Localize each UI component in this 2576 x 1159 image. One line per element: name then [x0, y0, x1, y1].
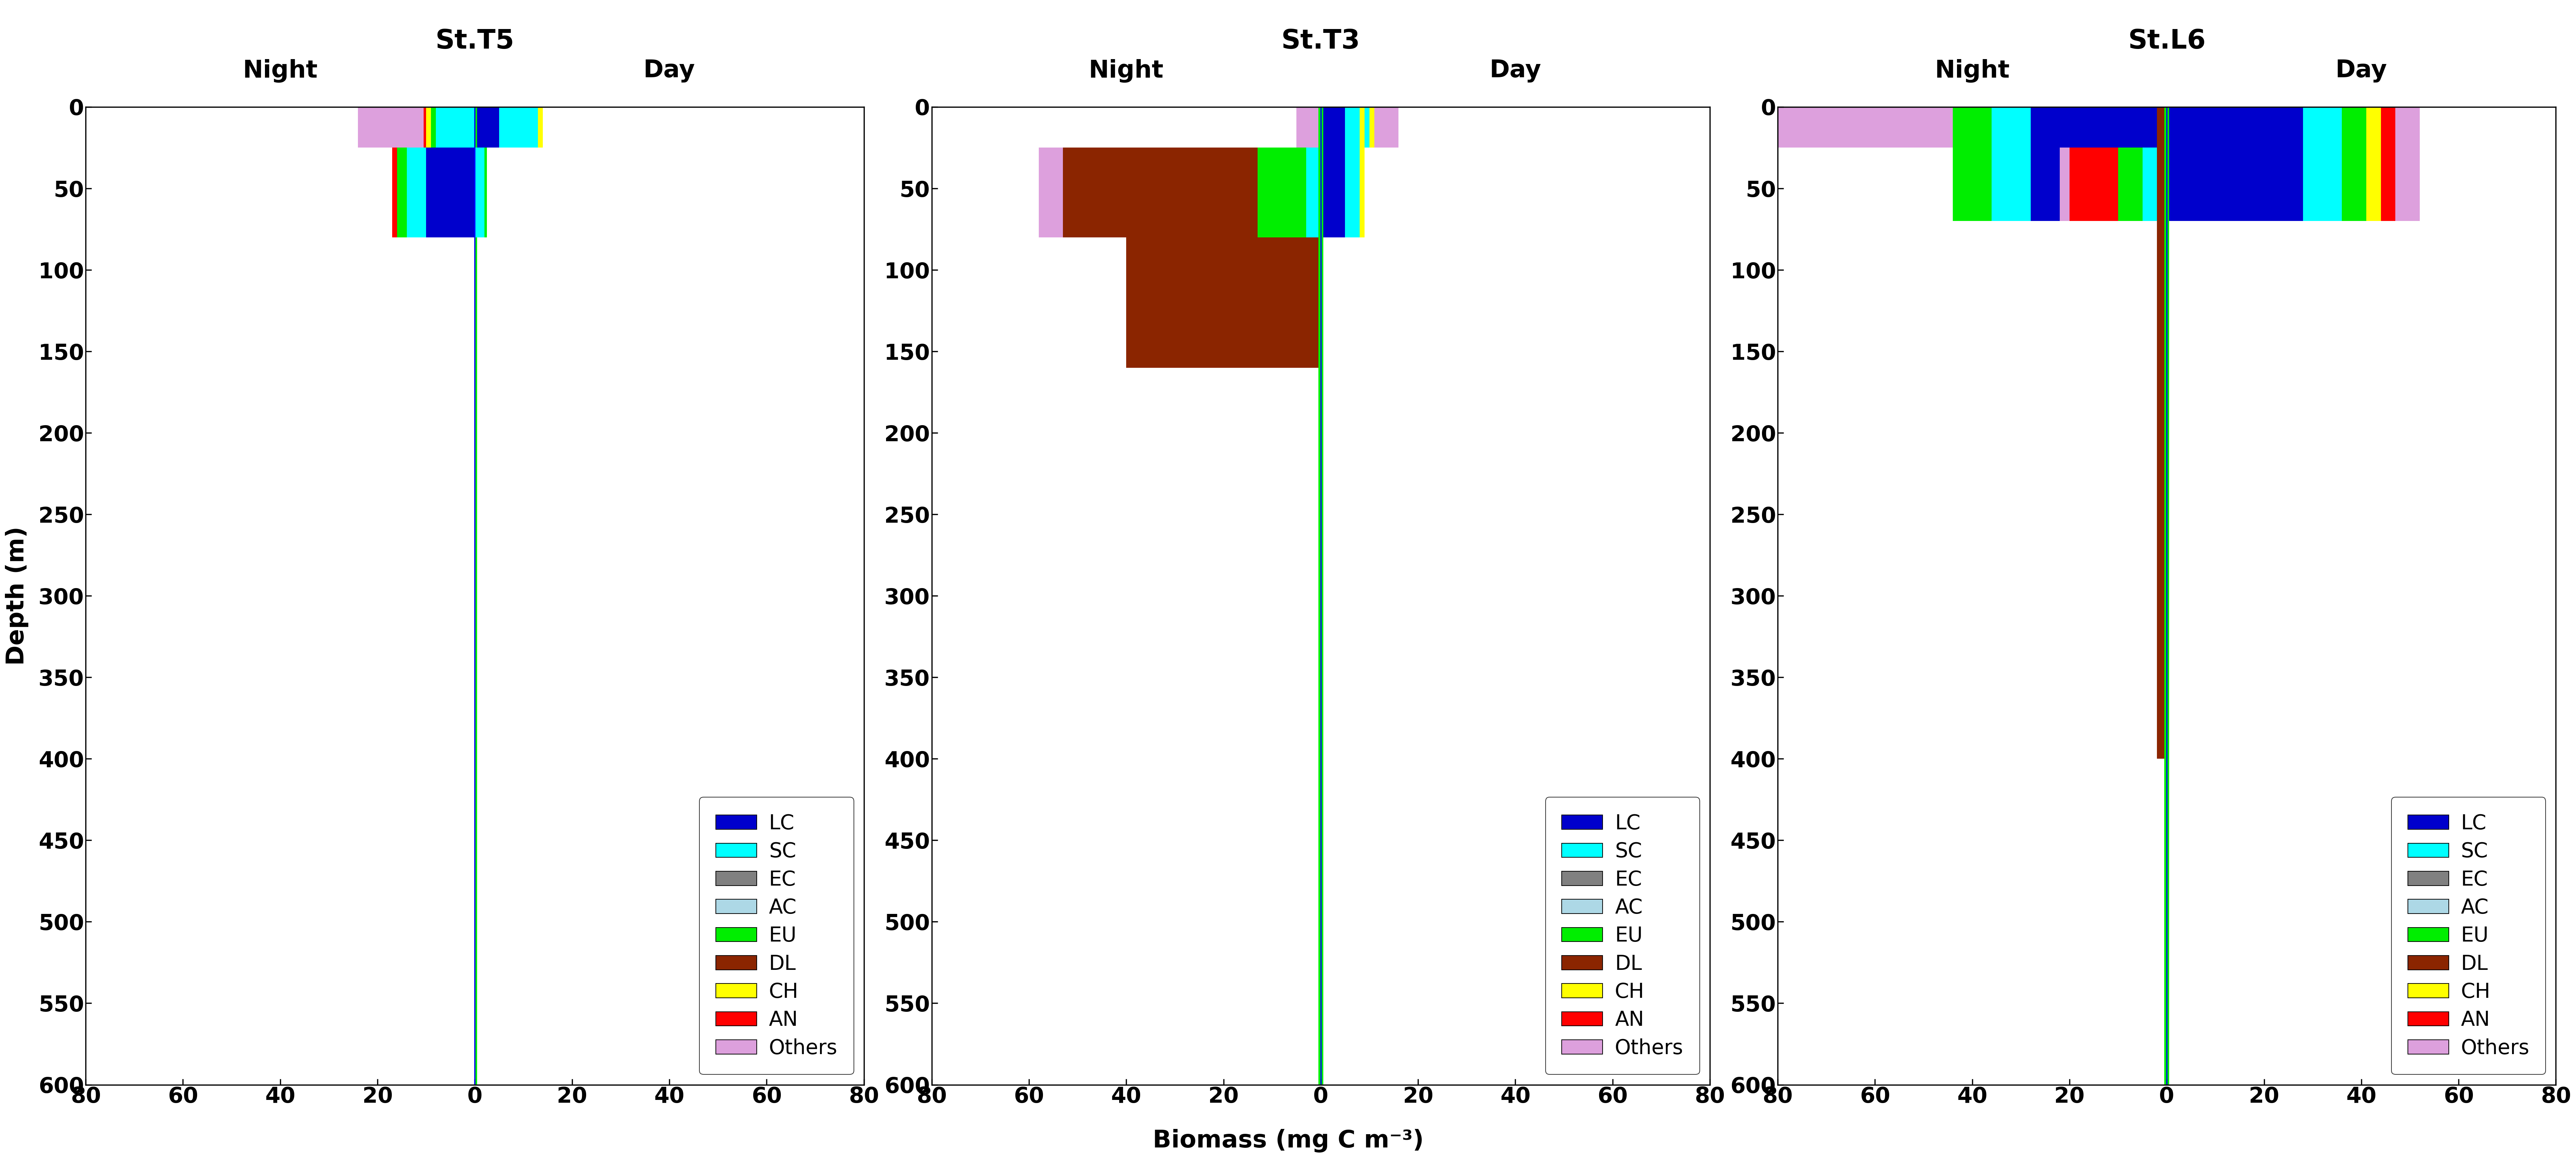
Bar — [435, 107, 474, 238]
Bar — [2156, 107, 2166, 759]
Bar — [2030, 107, 2166, 221]
Bar — [2143, 147, 2166, 221]
Bar — [1345, 107, 1360, 238]
Bar — [500, 107, 538, 147]
Text: Day: Day — [644, 59, 696, 82]
Bar — [358, 107, 466, 147]
Text: Night: Night — [1090, 59, 1164, 82]
Bar — [1321, 107, 1345, 238]
Bar — [2264, 107, 2287, 147]
Bar — [2342, 107, 2365, 221]
Bar — [1064, 147, 1257, 238]
Bar — [2069, 147, 2117, 221]
Bar — [407, 147, 425, 238]
Bar — [2190, 107, 2215, 147]
Legend: LC, SC, EC, AC, EU, DL, CH, AN, Others: LC, SC, EC, AC, EU, DL, CH, AN, Others — [2391, 797, 2545, 1074]
Bar — [397, 147, 407, 238]
Title: St.T3: St.T3 — [1280, 29, 1360, 54]
Bar — [2380, 107, 2396, 221]
Bar — [1953, 107, 1991, 221]
Legend: LC, SC, EC, AC, EU, DL, CH, AN, Others: LC, SC, EC, AC, EU, DL, CH, AN, Others — [1546, 797, 1700, 1074]
Bar — [2254, 107, 2264, 147]
Bar — [430, 107, 435, 238]
Bar — [2058, 147, 2069, 221]
Text: Day: Day — [2336, 59, 2388, 82]
Bar — [1126, 238, 1321, 367]
Bar — [392, 147, 397, 238]
Bar — [2117, 147, 2143, 221]
Bar — [2396, 107, 2419, 221]
Bar — [1373, 107, 1399, 147]
Bar — [1306, 147, 1321, 238]
Bar — [2166, 107, 2303, 221]
Title: St.L6: St.L6 — [2128, 29, 2205, 54]
Bar — [425, 147, 474, 238]
Bar — [1772, 107, 2102, 147]
Bar — [1991, 107, 2030, 221]
Text: Biomass (mg C m⁻³): Biomass (mg C m⁻³) — [1151, 1129, 1425, 1152]
Text: Night: Night — [1935, 59, 2009, 82]
Text: Day: Day — [1489, 59, 1540, 82]
Legend: LC, SC, EC, AC, EU, DL, CH, AN, Others: LC, SC, EC, AC, EU, DL, CH, AN, Others — [701, 797, 853, 1074]
Bar — [2365, 107, 2380, 221]
Bar — [2128, 107, 2166, 147]
Bar — [1370, 107, 1373, 147]
Bar — [466, 107, 469, 147]
Bar — [2215, 107, 2254, 147]
Bar — [469, 107, 474, 147]
Text: Night: Night — [242, 59, 317, 82]
Bar — [1321, 107, 1345, 147]
Bar — [2166, 107, 2190, 147]
Bar — [2303, 107, 2342, 221]
Y-axis label: Depth (m): Depth (m) — [5, 526, 28, 665]
Title: St.T5: St.T5 — [435, 29, 515, 54]
Bar — [538, 107, 544, 147]
Bar — [2102, 107, 2128, 147]
Bar — [1360, 107, 1365, 238]
Bar — [425, 107, 430, 238]
Bar — [474, 107, 500, 147]
Bar — [1257, 147, 1306, 238]
Bar — [1345, 107, 1370, 147]
Bar — [1296, 107, 1321, 147]
Bar — [474, 147, 484, 238]
Bar — [1038, 147, 1064, 238]
